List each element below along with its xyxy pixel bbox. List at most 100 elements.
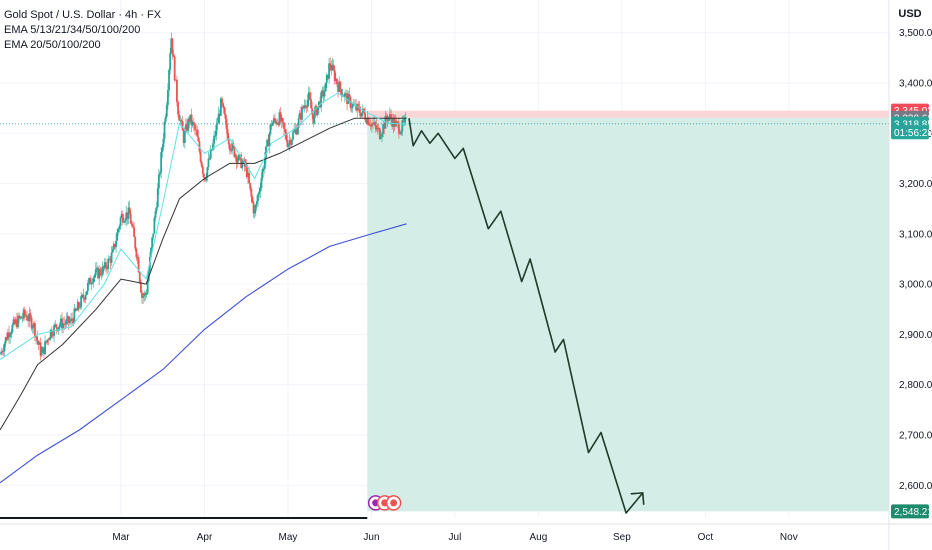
- candle-body: [82, 294, 85, 298]
- candle-body: [256, 200, 258, 205]
- candle-body: [213, 135, 216, 144]
- candle-body: [101, 266, 104, 276]
- candle-body: [230, 150, 232, 152]
- candle-body: [199, 151, 202, 162]
- candle-body: [192, 122, 195, 126]
- candle-body: [372, 123, 374, 125]
- candle-body: [376, 127, 379, 130]
- candle-body: [106, 268, 108, 270]
- candle-body: [373, 122, 376, 124]
- candle-body: [320, 92, 323, 108]
- candle-body: [321, 90, 324, 93]
- candle-body: [79, 307, 81, 309]
- ema-indicator-2[interactable]: EMA 20/50/100/200: [4, 39, 101, 51]
- candle-body: [31, 327, 34, 329]
- candle-body: [97, 267, 99, 279]
- candle-body: [61, 318, 63, 329]
- candle-body: [38, 342, 41, 345]
- candle-body: [208, 158, 211, 160]
- candle-body: [17, 315, 19, 328]
- candle-body: [92, 277, 95, 283]
- candle-body: [91, 282, 94, 284]
- candle-body: [285, 132, 288, 141]
- time-axis[interactable]: Mar Apr May Jun Jul Aug Sep Oct Nov: [0, 523, 932, 543]
- candle-body: [195, 129, 197, 131]
- candle-body: [331, 64, 334, 71]
- candle-body: [279, 112, 282, 122]
- candle-body: [144, 293, 147, 296]
- y-tick-label: 3,000.00: [899, 280, 932, 291]
- candle-body: [44, 341, 46, 355]
- candle-body: [0, 351, 3, 355]
- candle-body: [359, 112, 362, 117]
- candle-body: [90, 282, 93, 285]
- candle-body: [281, 118, 284, 123]
- candle-body: [176, 79, 178, 103]
- candle-body: [76, 302, 79, 311]
- candle-body: [305, 106, 308, 108]
- candle-body: [327, 74, 329, 79]
- currency-label[interactable]: USD: [898, 8, 922, 20]
- candle-body: [39, 342, 42, 356]
- candle-body: [23, 309, 26, 315]
- event-markers[interactable]: [367, 495, 402, 511]
- candle-body: [47, 339, 50, 341]
- candle-body: [351, 103, 354, 108]
- candle-body: [165, 105, 168, 117]
- candle-body: [160, 152, 163, 173]
- ema-indicator-1[interactable]: EMA 5/13/21/34/50/100/200: [4, 24, 141, 36]
- candle-body: [55, 324, 58, 329]
- candle-body: [117, 228, 120, 233]
- candle-body: [100, 274, 103, 276]
- candle-body: [190, 114, 193, 126]
- candle-body: [231, 142, 234, 151]
- candle-body: [393, 117, 396, 127]
- x-tick-label: Oct: [698, 532, 714, 543]
- candle-body: [355, 104, 358, 111]
- candle-body: [217, 113, 220, 124]
- candle-body: [328, 63, 330, 79]
- candle-body: [25, 314, 27, 317]
- candle-body: [12, 319, 15, 325]
- candle-body: [358, 106, 361, 113]
- projection-path[interactable]: [0, 118, 645, 519]
- candle-body: [284, 128, 287, 133]
- candle-body: [20, 316, 23, 319]
- candle-body: [174, 79, 177, 81]
- candle-body: [209, 148, 212, 159]
- candle-body: [123, 221, 125, 223]
- price-tag: [891, 125, 929, 140]
- candle-body: [254, 204, 257, 211]
- candle-body: [297, 118, 300, 128]
- price-tag-label: 3,318.85: [894, 119, 932, 130]
- candle-body: [386, 119, 389, 121]
- candle-body: [238, 154, 240, 161]
- candle-body: [111, 249, 114, 253]
- candle-body: [41, 347, 44, 353]
- candle-body: [318, 101, 320, 107]
- candle-body: [136, 257, 139, 259]
- candle-body: [204, 177, 206, 181]
- symbol-title[interactable]: Gold Spot / U.S. Dollar · 4h · FX: [4, 9, 162, 21]
- candle-body: [173, 56, 176, 81]
- candle-body: [124, 220, 126, 222]
- position-zone[interactable]: [0, 110, 889, 512]
- candle-body: [374, 122, 377, 126]
- candle-body: [94, 269, 97, 275]
- candle-body: [207, 158, 210, 168]
- candle-body: [370, 123, 373, 127]
- candle-body: [251, 196, 254, 203]
- candle-body: [290, 139, 293, 145]
- candle-body: [303, 105, 306, 109]
- candle-body: [154, 210, 157, 218]
- y-tick-label: 2,900.00: [899, 330, 932, 341]
- price-axis[interactable]: 2,600.00 2,700.00 2,800.00 2,900.00 3,000.00…: [888, 0, 932, 550]
- candle-body: [18, 315, 21, 319]
- candle-body: [346, 93, 348, 105]
- candle-body: [112, 243, 115, 250]
- price-tag-label: 2,548.21: [894, 507, 932, 518]
- y-tick-label: 3,200.00: [899, 179, 932, 190]
- candle-body: [271, 122, 274, 126]
